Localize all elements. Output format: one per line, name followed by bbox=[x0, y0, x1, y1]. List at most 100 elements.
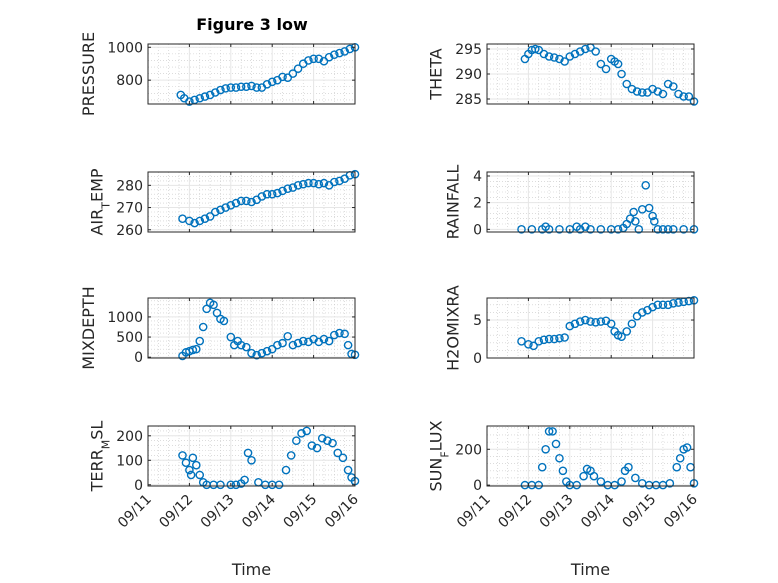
data-point bbox=[293, 181, 303, 190]
data-point bbox=[200, 214, 210, 223]
data-point bbox=[544, 427, 554, 436]
axes-box bbox=[147, 297, 356, 359]
data-point bbox=[589, 471, 599, 481]
y-tick-label: 800 bbox=[116, 73, 143, 89]
data-point bbox=[283, 73, 293, 82]
data-point bbox=[314, 179, 324, 189]
y-tick-label: 0 bbox=[473, 478, 482, 494]
x-tick-label: 09/16 bbox=[661, 491, 701, 531]
data-point bbox=[627, 84, 637, 94]
data-point bbox=[591, 47, 600, 56]
data-point bbox=[274, 480, 284, 490]
data-point bbox=[221, 84, 230, 93]
data-point bbox=[236, 340, 246, 350]
y-tick-label: 2 bbox=[473, 196, 482, 212]
data-point bbox=[617, 332, 626, 342]
axes-box bbox=[486, 171, 695, 233]
data-point bbox=[185, 465, 194, 475]
data-point bbox=[575, 47, 585, 56]
data-point bbox=[596, 225, 606, 234]
data-point bbox=[309, 54, 318, 64]
y-axis-label: MIXDEPTH bbox=[79, 286, 98, 369]
y-tick-label: 285 bbox=[455, 92, 482, 108]
data-point bbox=[579, 471, 588, 481]
data-point bbox=[240, 475, 249, 485]
data-point bbox=[558, 466, 568, 476]
x-tick-label: 09/16 bbox=[322, 491, 362, 531]
data-point bbox=[190, 95, 199, 105]
data-point bbox=[669, 299, 678, 308]
data-point bbox=[283, 184, 293, 193]
data-point bbox=[555, 54, 564, 64]
data-point bbox=[267, 189, 277, 199]
data-point bbox=[653, 225, 663, 234]
data-point bbox=[555, 225, 564, 234]
data-point bbox=[575, 317, 585, 326]
y-tick-label: 1000 bbox=[107, 40, 143, 56]
data-point bbox=[622, 327, 632, 336]
data-point bbox=[278, 72, 287, 82]
data-point bbox=[178, 214, 187, 223]
data-point bbox=[236, 196, 246, 206]
y-axis-label: THETA bbox=[427, 48, 446, 100]
data-point bbox=[622, 79, 632, 89]
data-point bbox=[565, 52, 575, 61]
data-point bbox=[257, 192, 267, 201]
data-point bbox=[216, 205, 225, 215]
x-axis-label: Time bbox=[570, 560, 610, 579]
data-point bbox=[293, 338, 303, 348]
data-point bbox=[672, 462, 682, 472]
data-point bbox=[198, 322, 208, 332]
data-point bbox=[226, 201, 236, 210]
data-point bbox=[653, 87, 663, 96]
y-axis-label: AIRTEMP bbox=[88, 168, 113, 235]
data-point bbox=[648, 302, 657, 312]
data-point bbox=[328, 438, 337, 448]
data-point bbox=[529, 341, 538, 351]
data-point bbox=[613, 225, 623, 234]
data-point bbox=[517, 225, 526, 234]
data-point bbox=[674, 298, 683, 307]
data-point bbox=[226, 480, 236, 490]
data-point bbox=[644, 203, 654, 213]
data-point bbox=[335, 328, 344, 338]
data-point bbox=[613, 59, 623, 69]
x-tick-label: 09/15 bbox=[281, 492, 321, 532]
data-point bbox=[195, 93, 205, 103]
data-point bbox=[537, 462, 547, 472]
data-point bbox=[541, 444, 550, 454]
data-point bbox=[188, 345, 198, 355]
data-point bbox=[544, 225, 554, 234]
data-point bbox=[191, 344, 201, 354]
data-point bbox=[555, 453, 564, 463]
y-tick-label: 270 bbox=[116, 201, 143, 217]
figure-title: Figure 3 low bbox=[196, 15, 308, 34]
y-axis-label: TERRMSL bbox=[88, 421, 113, 493]
axes-box bbox=[486, 297, 695, 359]
data-point bbox=[262, 189, 272, 199]
data-point bbox=[544, 334, 554, 344]
data-point bbox=[629, 207, 638, 217]
data-point bbox=[586, 317, 595, 326]
data-point bbox=[181, 458, 191, 468]
data-point bbox=[637, 88, 647, 97]
data-point bbox=[570, 319, 580, 329]
subplot-mixdepth: 0 500 1000 MIXDEPTH bbox=[79, 286, 360, 370]
y-axis-label: H2OMIXRA bbox=[444, 285, 463, 371]
data-point bbox=[551, 439, 561, 449]
data-point bbox=[273, 188, 282, 198]
data-point bbox=[572, 480, 582, 490]
data-point bbox=[648, 84, 657, 94]
data-point bbox=[247, 197, 256, 207]
x-tick-label: 09/13 bbox=[537, 492, 577, 532]
data-point bbox=[601, 64, 611, 74]
data-point bbox=[205, 90, 215, 100]
data-point bbox=[247, 455, 256, 465]
data-point bbox=[242, 196, 251, 206]
data-point bbox=[262, 79, 272, 89]
data-point bbox=[586, 225, 595, 234]
data-point bbox=[548, 427, 557, 436]
data-point bbox=[286, 451, 296, 460]
